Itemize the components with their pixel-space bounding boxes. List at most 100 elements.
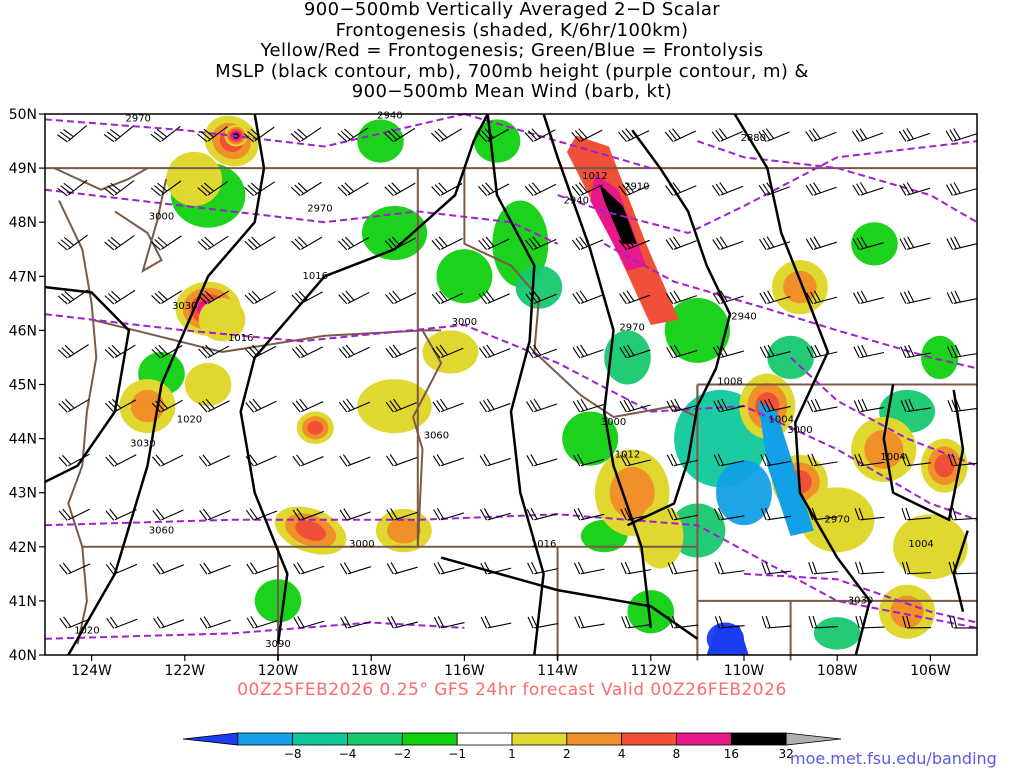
wind-barb — [712, 120, 743, 142]
barb-flag — [435, 183, 443, 195]
barb-flag — [57, 133, 67, 144]
colorbar-tick-label: 8 — [673, 747, 681, 761]
height-contour-label: 2970 — [307, 203, 332, 214]
wind-barb — [949, 506, 978, 520]
barb-staff — [954, 573, 978, 574]
lat-label: 42N — [9, 540, 37, 556]
wind-barb — [573, 284, 604, 305]
barb-flag — [63, 128, 73, 139]
barb-flag — [107, 617, 114, 629]
barb-flag — [666, 239, 673, 251]
wind-barb — [106, 553, 137, 575]
wind-barb — [806, 231, 836, 251]
barb-flag — [64, 616, 71, 628]
wind-barb — [715, 559, 745, 575]
wind-barb — [291, 118, 321, 144]
wind-barb — [104, 171, 134, 198]
lon-label: 124W — [71, 663, 112, 679]
barb-flag — [716, 183, 723, 195]
wind-barb — [712, 175, 743, 197]
wind-barb — [855, 560, 884, 574]
barb-flag — [435, 129, 444, 141]
barb-staff — [534, 459, 557, 466]
barb-flag — [293, 455, 300, 467]
frontogenesis-area — [934, 454, 954, 477]
colorbar-segment — [402, 733, 457, 745]
source-url-link[interactable]: moe.met.fsu.edu/banding — [790, 749, 997, 768]
wind-barb — [58, 280, 88, 306]
barb-flag — [439, 236, 447, 248]
barb-flag — [386, 347, 394, 359]
wind-barb — [947, 232, 977, 250]
barb-flag — [293, 401, 301, 413]
barb-flag — [298, 181, 307, 193]
colorbar-segment — [293, 733, 348, 745]
barb-staff — [208, 620, 231, 628]
wind-barb — [294, 555, 325, 575]
barb-flag — [104, 133, 114, 144]
wind-barb — [339, 282, 370, 306]
barb-staff — [814, 407, 838, 412]
wind-barb — [340, 555, 370, 575]
barb-flag — [762, 616, 766, 628]
barb-flag — [432, 239, 440, 251]
barb-flag — [299, 344, 307, 356]
barb-staff — [162, 510, 184, 520]
barb-flag — [156, 454, 164, 466]
barb-flag — [105, 402, 113, 414]
wind-barb — [387, 556, 417, 575]
barb-flag — [813, 616, 817, 628]
barb-flag — [111, 236, 120, 248]
lon-label: 120W — [258, 663, 299, 679]
title-line: 900−500mb Vertically Averaged 2−D Scalar — [0, 0, 1024, 21]
barb-flag — [433, 401, 440, 413]
lat-label: 46N — [9, 323, 37, 339]
barb-staff — [348, 512, 371, 520]
wind-barb — [665, 120, 696, 143]
barb-flag — [860, 616, 863, 628]
barb-flag — [809, 129, 816, 141]
barb-flag — [339, 293, 347, 305]
barb-staff — [348, 567, 371, 574]
wind-barb — [59, 498, 90, 521]
barb-staff — [441, 238, 462, 249]
barb-flag — [64, 181, 74, 192]
barb-staff — [907, 243, 930, 249]
barb-staff — [348, 292, 369, 303]
barb-staff — [68, 126, 86, 142]
colorbar-segment — [457, 733, 512, 745]
barb-flag — [295, 183, 304, 195]
height-contour-label: 2910 — [624, 182, 649, 193]
barb-flag — [809, 616, 813, 628]
frontolysis-area — [436, 249, 492, 303]
barb-flag — [201, 238, 210, 250]
wind-barb — [900, 232, 930, 251]
barb-flag — [156, 508, 164, 520]
barb-flag — [482, 237, 490, 249]
lat-label: 50N — [9, 107, 37, 123]
wind-barb — [574, 557, 604, 574]
barb-flag — [252, 290, 261, 302]
barb-flag — [105, 348, 114, 360]
mslp-contour-label: 1004 — [880, 452, 905, 463]
height-contour-label: 3000 — [601, 417, 626, 428]
barb-flag — [294, 130, 303, 142]
barb-flag — [339, 401, 346, 413]
lat-label: 43N — [9, 486, 37, 502]
frontogenesis-area — [185, 363, 232, 406]
colorbar-segment — [786, 733, 841, 745]
barb-staff — [488, 623, 512, 628]
barb-flag — [437, 399, 444, 411]
barb-flag — [438, 127, 447, 139]
barb-flag — [479, 239, 487, 251]
barb-flag — [576, 237, 583, 249]
wind-barb — [481, 556, 511, 574]
frontolysis-area — [814, 617, 861, 649]
barb-flag — [246, 401, 254, 413]
barb-flag — [338, 185, 347, 197]
wind-barb — [388, 610, 418, 628]
barb-flag — [342, 291, 350, 303]
barb-flag — [716, 129, 724, 141]
wind-barb — [948, 397, 978, 413]
